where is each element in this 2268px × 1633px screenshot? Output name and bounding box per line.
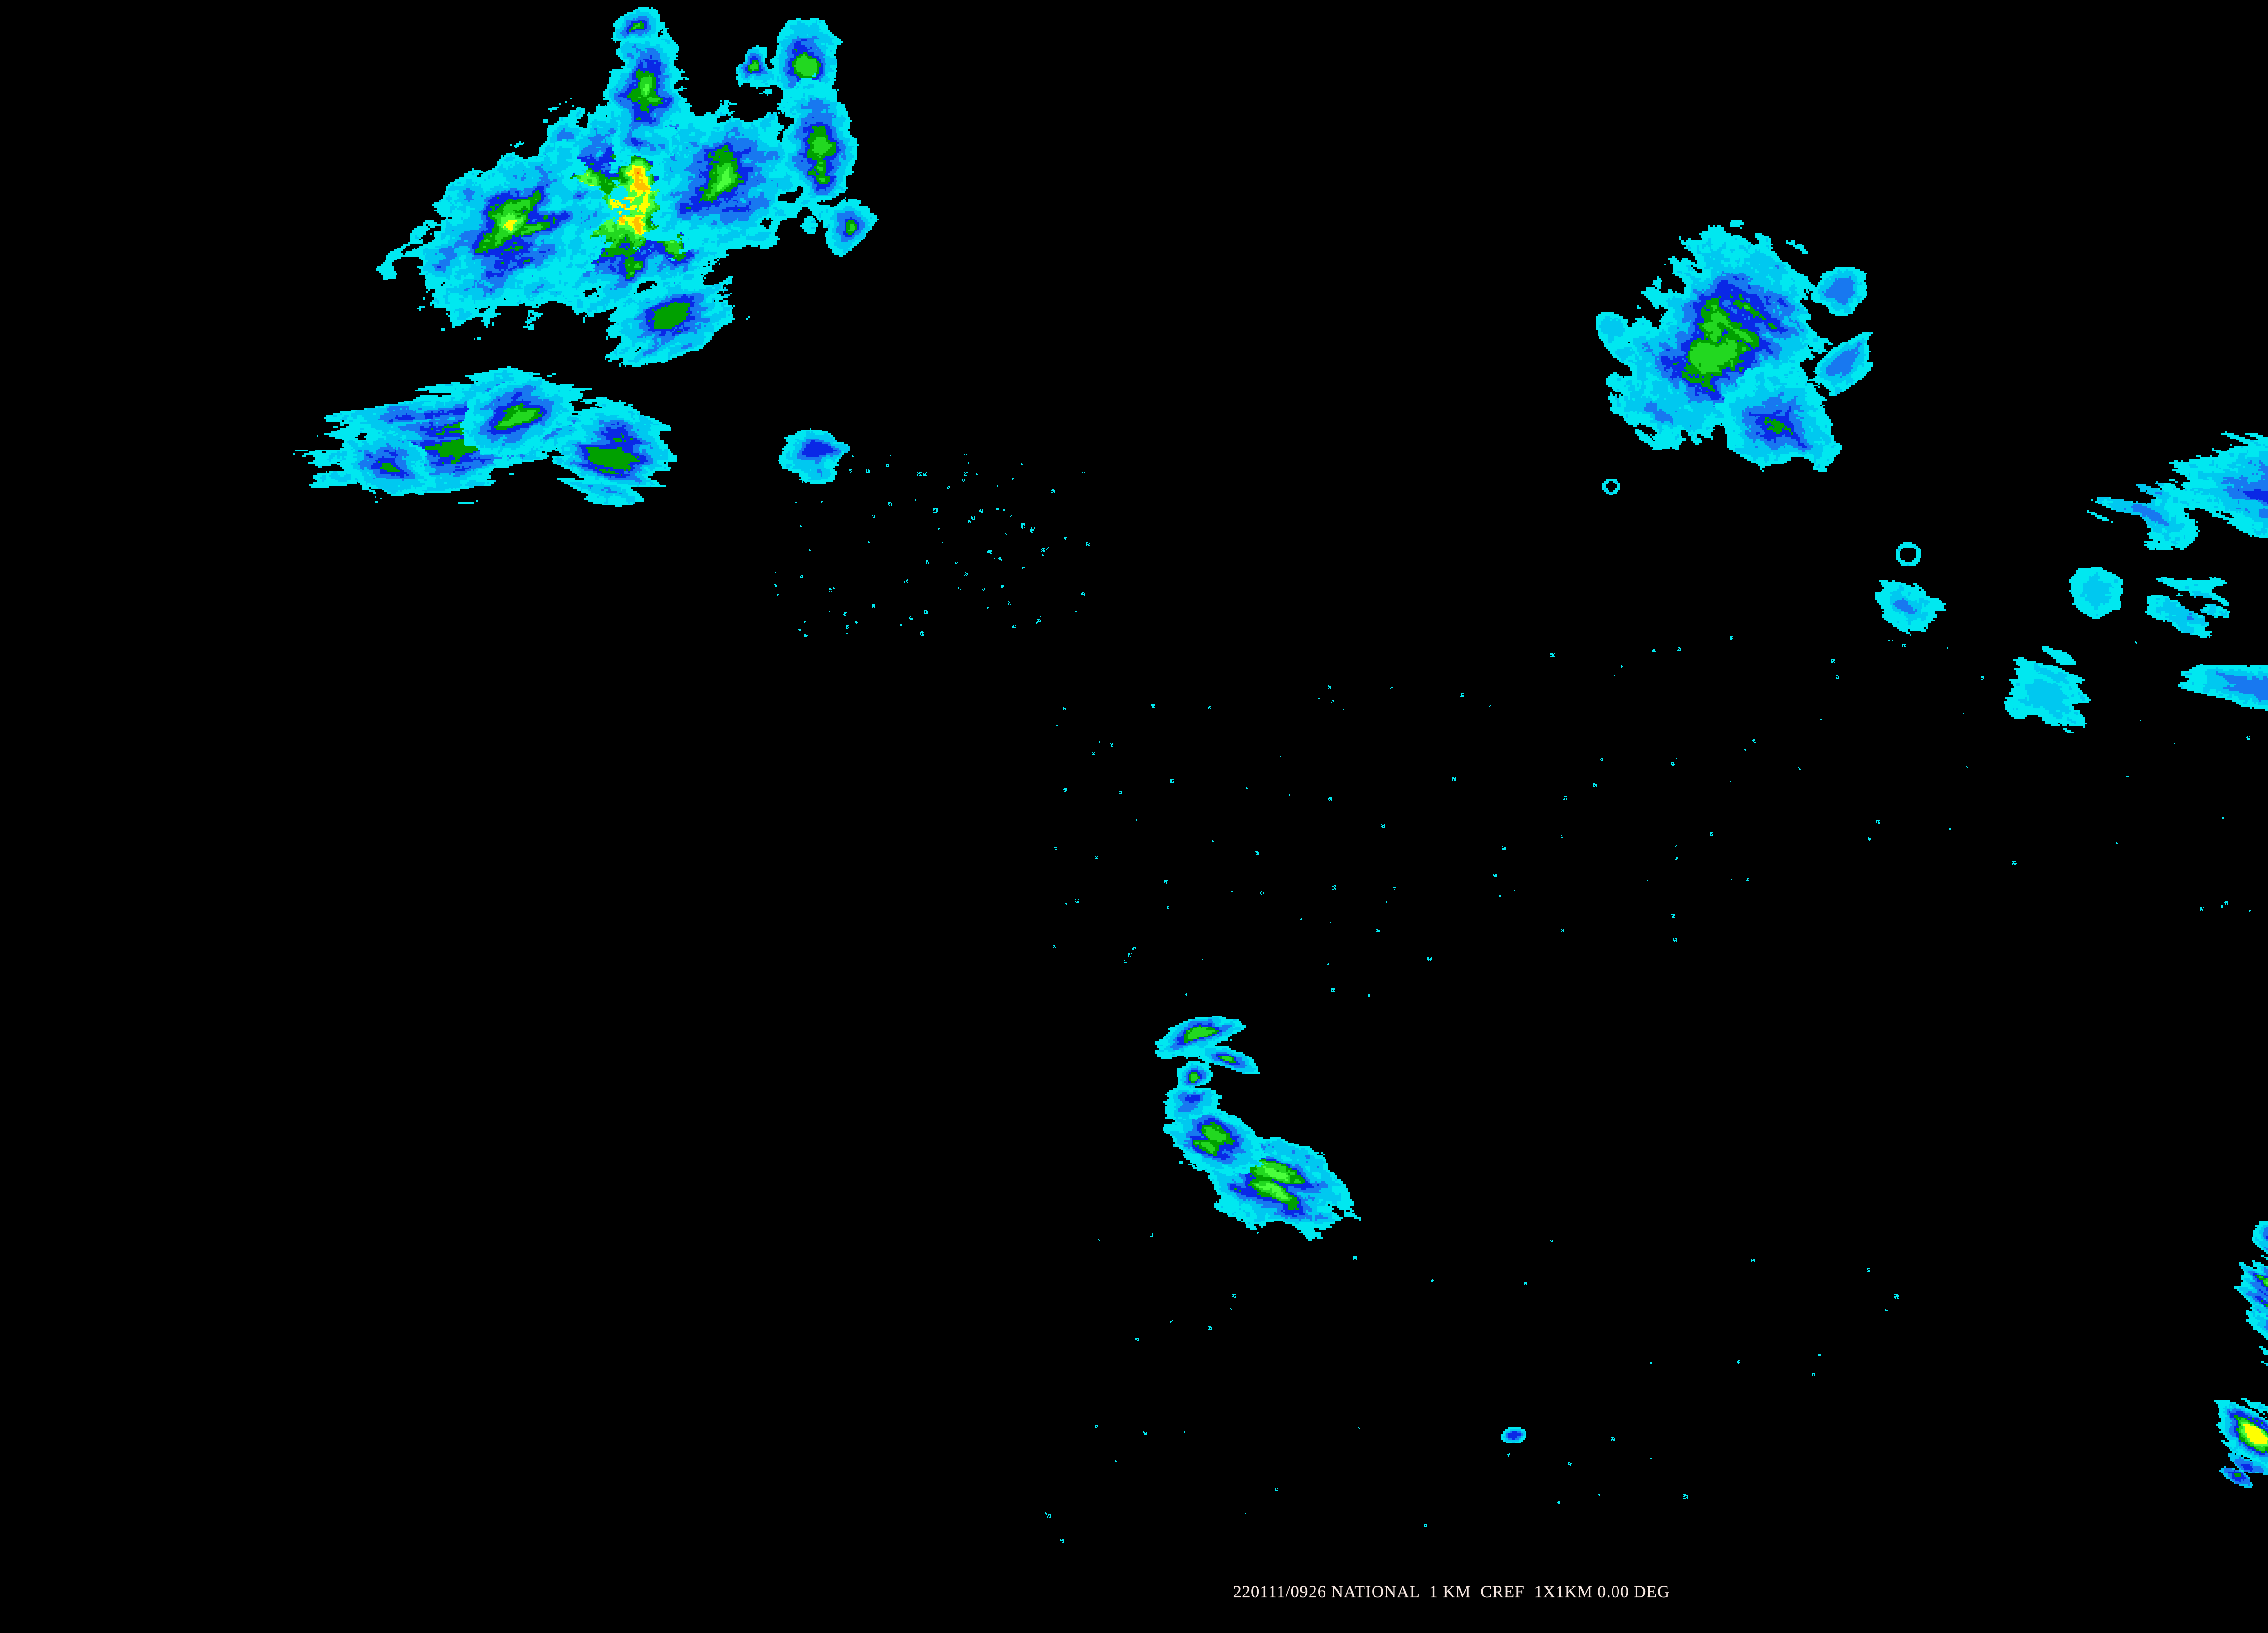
radar-display: 220111/0926 NATIONAL 1 KM CREF 1X1KM 0.0… (0, 0, 2268, 1633)
radar-reflectivity-canvas (0, 0, 2268, 1633)
